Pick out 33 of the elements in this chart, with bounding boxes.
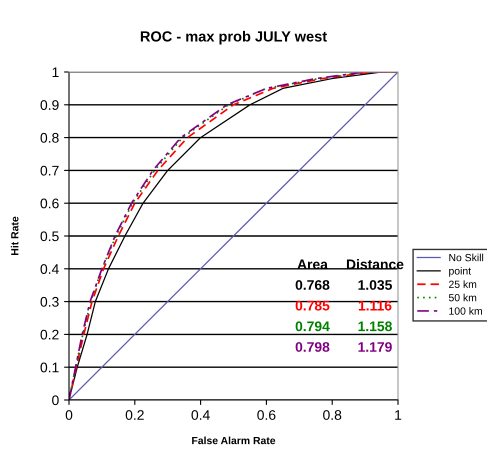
- y-tick-label: 0.3: [40, 296, 59, 307]
- legend-label: point: [449, 266, 472, 277]
- y-tick-label: 1: [52, 67, 59, 78]
- y-tick-label: 0.8: [40, 132, 59, 143]
- x-tick-label: 0: [66, 410, 72, 420]
- annotation: 1.035: [358, 280, 392, 290]
- legend-label: 50 km: [448, 294, 476, 302]
- y-tick-label: 0.2: [40, 330, 59, 340]
- annotation: 0.798: [296, 342, 330, 352]
- annotation: 0.785: [296, 300, 330, 311]
- legend-label: 25 km: [449, 280, 476, 288]
- chart-title: ROC - max prob JULY west: [140, 30, 327, 44]
- x-axis-title: False Alarm Rate: [192, 436, 276, 444]
- annotation: 1.116: [358, 300, 392, 311]
- y-tick-label: 0.9: [40, 100, 59, 110]
- x-tick-label: 0.8: [323, 410, 342, 420]
- y-tick-label: 0: [52, 395, 59, 406]
- y-tick-label: 0.6: [40, 198, 59, 208]
- x-tick-label: 0.6: [257, 410, 276, 420]
- y-tick-label: 0.1: [40, 362, 59, 372]
- legend-label: No Skill: [449, 254, 484, 262]
- legend-label: 100 km: [449, 307, 482, 315]
- y-tick-label: 0.5: [40, 231, 59, 242]
- annotation: 1.179: [358, 342, 392, 352]
- annotation: 1.158: [358, 321, 392, 332]
- y-tick-label: 0.7: [40, 166, 59, 176]
- annotation: 0.768: [296, 280, 330, 290]
- x-tick-label: 0.4: [191, 410, 210, 420]
- x-tick-label: 1: [395, 410, 402, 420]
- annotation: 0.794: [296, 321, 330, 332]
- y-axis-title: Hit Rate: [10, 216, 18, 255]
- x-tick-label: 0.2: [126, 410, 144, 420]
- y-tick-label: 0.4: [40, 264, 59, 274]
